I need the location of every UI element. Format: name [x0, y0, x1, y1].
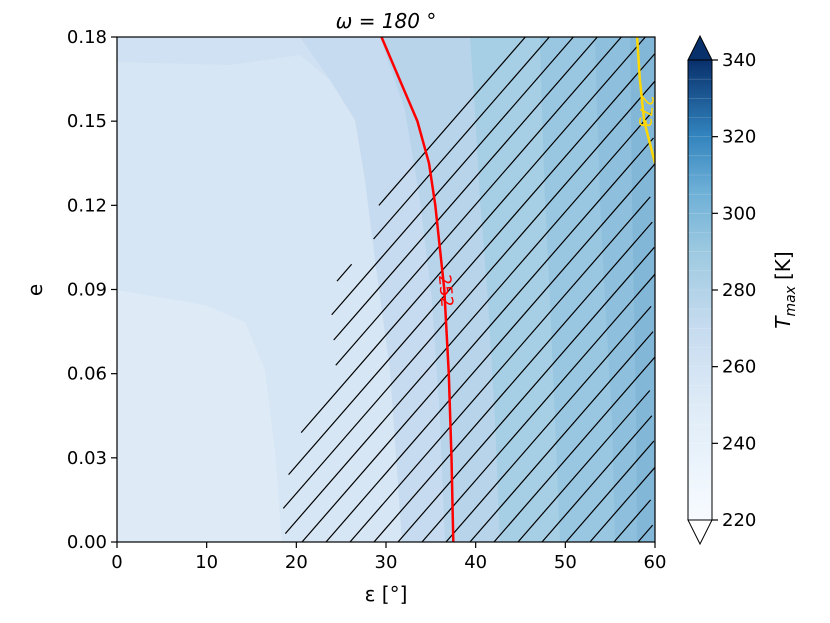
x-axis-label: ε [°] [365, 582, 408, 606]
y-tick-label: 0.03 [67, 448, 107, 469]
contour-fill-level-2 [117, 55, 402, 542]
hatch-line [331, 37, 574, 316]
x-tick-label: 40 [464, 552, 487, 573]
colorbar-label-sub: max [783, 285, 799, 316]
hatch-line [421, 273, 655, 542]
x-tick-label: 10 [195, 552, 218, 573]
colorbar-tick-label: 260 [722, 357, 756, 378]
y-axis: 0.00 0.03 0.06 0.09 0.12 0.15 0.18 [67, 27, 117, 553]
colorbar-tick-label: 240 [722, 433, 756, 454]
hatch-line [613, 499, 652, 542]
y-axis-label: e [23, 284, 47, 296]
colorbar-tick-label: 340 [722, 50, 756, 71]
chart-title: ω = 180 ° [336, 9, 437, 33]
contour-fill-level-1 [117, 290, 282, 542]
hatch-line [325, 162, 655, 542]
contour-fill-level-8 [630, 37, 655, 542]
y-tick-label: 0.12 [67, 195, 107, 216]
x-tick-label: 60 [644, 552, 667, 573]
colorbar-ticks: 220 240 260 280 300 320 340 [712, 50, 756, 531]
hatch-line [349, 196, 651, 542]
hatched-region [282, 37, 655, 542]
contour-line-252 [380, 37, 455, 542]
colorbar-label-unit: [K] [771, 251, 795, 280]
hatch-line [333, 37, 598, 341]
x-tick-label: 20 [285, 552, 308, 573]
hatch-line [378, 37, 526, 206]
y-tick-label: 0.09 [67, 280, 107, 301]
hatch-line [336, 263, 353, 282]
hatch-line [445, 305, 652, 542]
colorbar-label: Tmax [K] [771, 251, 799, 328]
contour-line-273 [635, 37, 655, 164]
colorbar-tick-label: 320 [722, 127, 756, 148]
colorbar: 220 240 260 280 300 320 340 Tmax [K] [687, 34, 799, 546]
y-tick-label: 0.15 [67, 111, 107, 132]
colorbar-gradient [688, 60, 712, 520]
hatch-line [373, 37, 550, 240]
x-tick-label: 50 [554, 552, 577, 573]
x-tick-label: 0 [111, 552, 122, 573]
hatch-line [301, 137, 654, 542]
y-tick-label: 0.06 [67, 364, 107, 385]
colorbar-tick-label: 220 [722, 510, 756, 531]
colorbar-extend-max [687, 34, 713, 61]
hatch-line [284, 112, 652, 534]
plot-area: 252 273 [117, 37, 657, 542]
hatch-line [282, 80, 655, 509]
hatch-line [335, 37, 622, 366]
hatch-line [637, 524, 654, 542]
colorbar-label-base: T [771, 315, 795, 329]
hatch-line [373, 221, 653, 542]
hatch-line [469, 331, 654, 542]
contour-lines: 252 273 [380, 37, 657, 542]
x-tick-label: 30 [375, 552, 398, 573]
y-tick-label: 0.18 [67, 27, 107, 48]
hatch-line [565, 440, 655, 542]
x-axis: 0 10 20 30 40 50 60 [111, 542, 666, 573]
hatch-line [397, 247, 655, 542]
colorbar-tick-label: 300 [722, 203, 756, 224]
hatch-line [288, 53, 655, 476]
hatch-line [517, 390, 651, 542]
hatch-line [541, 415, 653, 542]
hatch-line [300, 37, 646, 433]
hatch-line [589, 466, 655, 542]
colorbar-extend-min [687, 519, 713, 546]
colorbar-tick-label: 280 [722, 280, 756, 301]
hatch-line [493, 356, 655, 542]
contour-label-273: 273 [634, 94, 657, 128]
contour-label-252: 252 [434, 274, 457, 308]
y-tick-label: 0.00 [67, 532, 107, 553]
